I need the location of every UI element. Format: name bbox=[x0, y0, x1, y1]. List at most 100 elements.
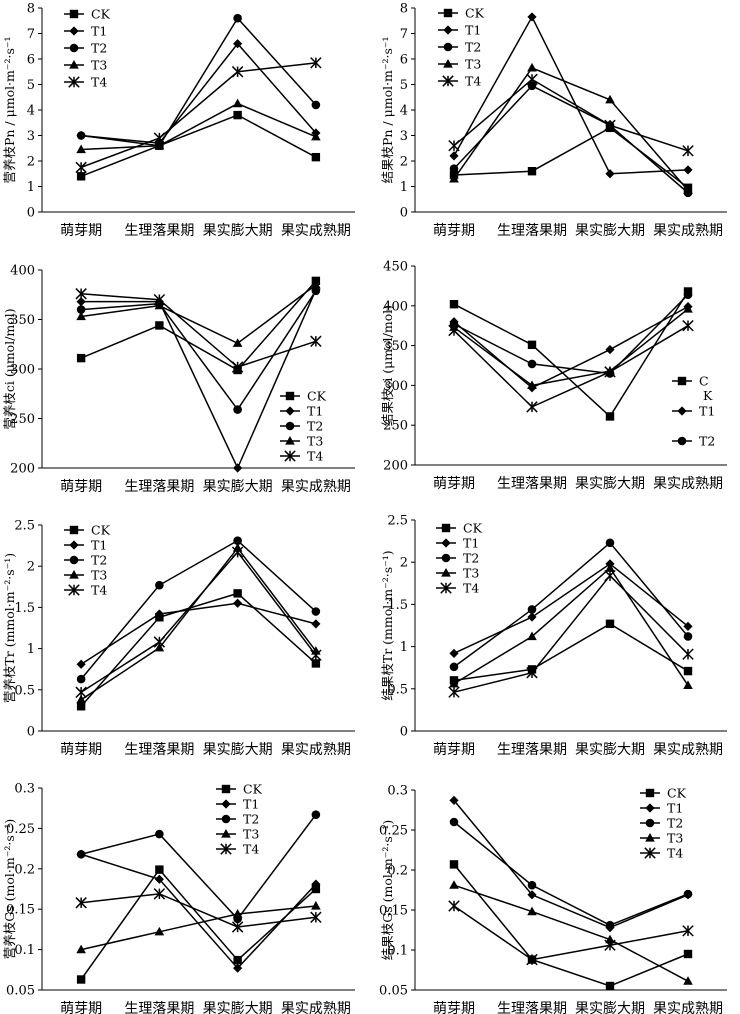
series-T1 bbox=[76, 849, 321, 973]
legend-marker-T2 bbox=[69, 555, 79, 565]
legend-label: T2 bbox=[667, 816, 683, 831]
data-point-T3 bbox=[449, 880, 459, 889]
series-line-CK bbox=[453, 863, 689, 987]
series-line-T1 bbox=[81, 289, 317, 470]
legend-item-T1: T1 bbox=[64, 538, 107, 553]
legend-item-T4: T4 bbox=[640, 846, 683, 861]
legend-item-T1: T1 bbox=[280, 404, 323, 419]
legend-label: T3 bbox=[243, 827, 259, 842]
data-point-T4 bbox=[448, 324, 460, 337]
legend-marker-CK bbox=[645, 788, 655, 798]
data-point-CK bbox=[233, 110, 242, 120]
x-tick-label: 果实膨大期 bbox=[575, 475, 645, 492]
data-point-CK bbox=[233, 589, 242, 598]
series-line-T1 bbox=[80, 853, 317, 970]
data-point-T4 bbox=[682, 925, 694, 937]
data-point-T4 bbox=[75, 161, 87, 174]
data-point-T2 bbox=[76, 305, 86, 314]
legend-marker-T2 bbox=[69, 43, 79, 53]
legend-marker-T3 bbox=[443, 59, 453, 68]
legend-marker-T2 bbox=[443, 42, 453, 52]
data-point-T2 bbox=[76, 674, 86, 684]
y-tick-label: 0.05 bbox=[6, 984, 35, 999]
data-point-T2 bbox=[233, 536, 242, 545]
data-point-T1 bbox=[154, 609, 164, 619]
y-tick-label: 2.5 bbox=[387, 514, 408, 529]
y-tick-label: 3 bbox=[400, 129, 408, 144]
series-line-T4 bbox=[453, 905, 689, 961]
y-tick-label: 300 bbox=[383, 379, 408, 394]
data-point-T3 bbox=[76, 694, 86, 704]
y-tick-label: 0.5 bbox=[14, 683, 35, 698]
chart-panel-gs-veg: 0.05 0.1 0.15 0.2 0.25 0.3 萌芽期 生理落果期 果实膨大期 果实成熟期 营… bbox=[2, 782, 355, 1014]
legend-marker-T1 bbox=[285, 406, 295, 416]
data-point-T1 bbox=[683, 621, 693, 631]
data-point-T2 bbox=[311, 810, 321, 819]
data-point-T4 bbox=[231, 361, 244, 373]
legend-item-CK: CK bbox=[280, 389, 327, 404]
legend-item-T1: T1 bbox=[672, 404, 715, 419]
data-point-CK bbox=[311, 659, 321, 668]
series-line-T2 bbox=[81, 16, 317, 147]
data-point-T4 bbox=[604, 366, 616, 378]
legend-label: T3 bbox=[91, 568, 107, 583]
series-CK bbox=[449, 287, 693, 421]
legend-marker-CK bbox=[285, 391, 295, 401]
legend-label: T3 bbox=[463, 566, 479, 581]
chart-panel-pn-fruit: 0 1 2 3 4 5 6 7 8 萌芽期 生理落果期 果实膨大期 果实成熟期 结果枝Pn / μmol·… bbox=[380, 2, 727, 239]
series-line-T2 bbox=[80, 539, 317, 680]
legend-label: T2 bbox=[91, 553, 107, 568]
data-point-CK bbox=[683, 666, 693, 676]
legend-item-T3: T3 bbox=[64, 568, 107, 583]
data-point-T3 bbox=[683, 680, 693, 690]
data-point-T4 bbox=[310, 911, 322, 924]
legend-item-T1: T1 bbox=[64, 24, 107, 39]
data-point-T1 bbox=[449, 648, 459, 658]
data-point-T2 bbox=[683, 632, 693, 641]
data-point-T2 bbox=[76, 849, 86, 859]
data-point-T2 bbox=[683, 290, 693, 299]
legend-item-CK: CK bbox=[64, 7, 111, 22]
legend-label: T2 bbox=[307, 419, 323, 434]
x-tick-label: 果实成熟期 bbox=[281, 1001, 351, 1014]
data-point-T1 bbox=[449, 795, 459, 805]
legend-label: T2 bbox=[243, 812, 259, 827]
y-tick-label: 0.1 bbox=[14, 943, 35, 958]
legend-label: T3 bbox=[307, 434, 323, 449]
data-point-T3 bbox=[449, 173, 459, 183]
legend-item-CK: CK bbox=[438, 6, 485, 21]
legend-item-T1: T1 bbox=[640, 801, 683, 816]
legend-label: CK bbox=[463, 521, 483, 536]
legend-item-T4: T4 bbox=[438, 74, 481, 89]
series-T1 bbox=[76, 285, 321, 473]
data-point-CK bbox=[311, 152, 321, 162]
legend-marker-CK bbox=[443, 8, 453, 18]
legend-item-T2: T2 bbox=[64, 553, 107, 568]
series-T1 bbox=[76, 598, 321, 669]
y-tick-label: 300 bbox=[10, 363, 35, 378]
series-line-T3 bbox=[80, 546, 317, 701]
series-T2 bbox=[449, 538, 693, 672]
data-point-CK bbox=[155, 321, 164, 330]
legend-marker-T3 bbox=[441, 568, 451, 577]
y-tick-label: 2 bbox=[400, 556, 408, 571]
legend-marker-T4 bbox=[220, 843, 232, 855]
legend-item-CK: CK bbox=[640, 786, 687, 801]
legend-label: T4 bbox=[243, 842, 259, 857]
legend-label: T1 bbox=[699, 404, 715, 419]
y-tick-label: 6 bbox=[400, 53, 408, 68]
data-point-T4 bbox=[310, 649, 322, 661]
series-line-T3 bbox=[81, 284, 317, 345]
series-T4 bbox=[448, 900, 694, 966]
legend-label: T2 bbox=[465, 40, 481, 55]
data-point-T4 bbox=[448, 139, 460, 152]
y-tick-label: 400 bbox=[383, 299, 408, 314]
x-tick-label: 生理落果期 bbox=[124, 223, 194, 239]
legend-item-T3: T3 bbox=[436, 566, 479, 581]
y-tick-label: 200 bbox=[10, 462, 35, 477]
y-tick-label: 1 bbox=[27, 180, 35, 195]
y-tick-label: 0.15 bbox=[379, 904, 408, 919]
legend-marker-T1 bbox=[677, 406, 687, 416]
legend-label: CK bbox=[91, 523, 111, 538]
